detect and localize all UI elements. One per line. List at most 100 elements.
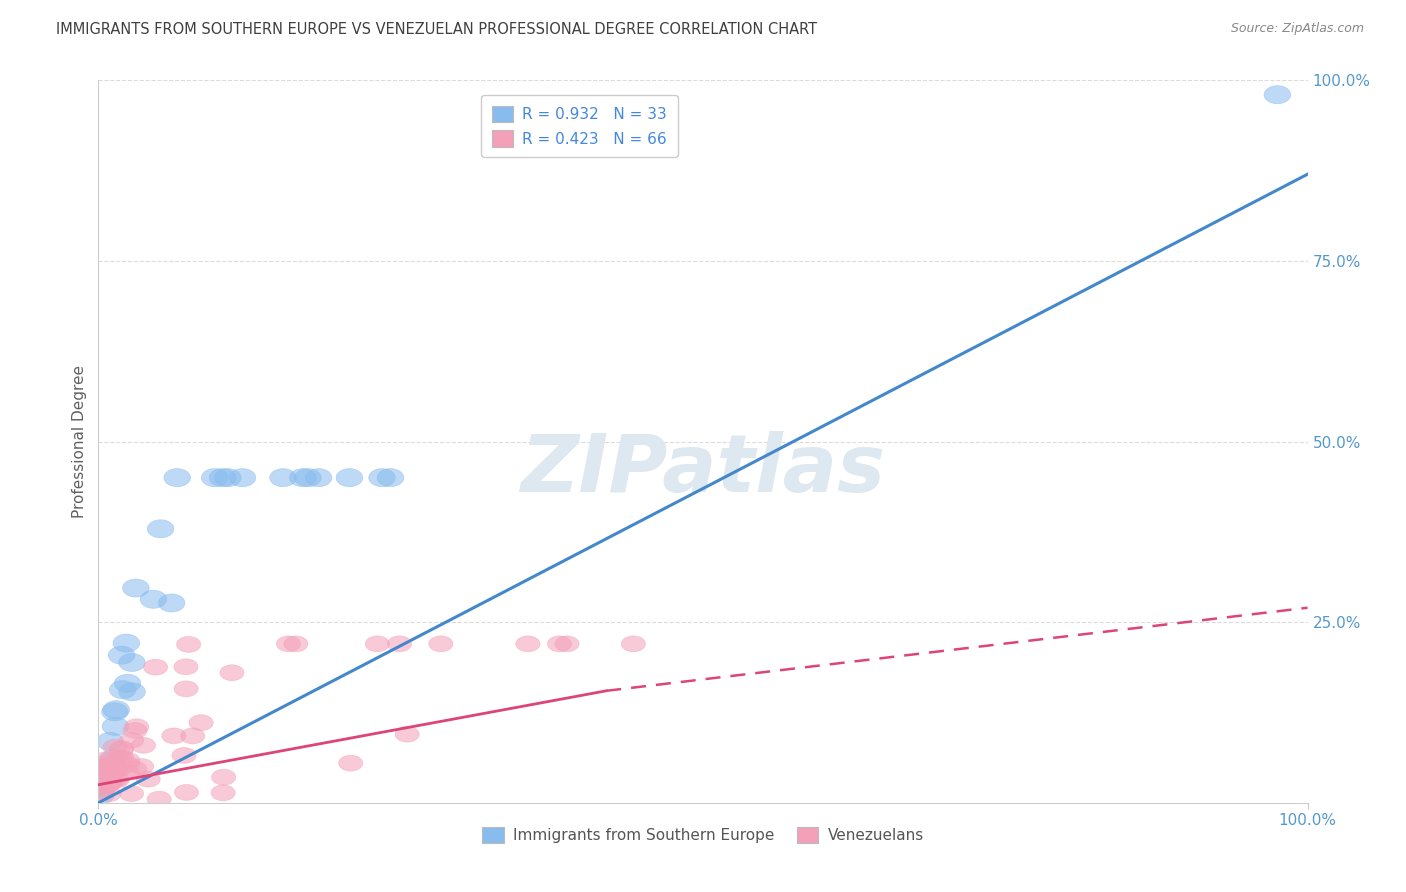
Ellipse shape <box>201 468 228 487</box>
Ellipse shape <box>105 761 129 777</box>
Ellipse shape <box>174 659 198 674</box>
Ellipse shape <box>211 769 236 785</box>
Ellipse shape <box>89 777 115 795</box>
Ellipse shape <box>115 753 141 768</box>
Ellipse shape <box>96 772 120 788</box>
Ellipse shape <box>219 665 245 681</box>
Ellipse shape <box>115 764 139 780</box>
Ellipse shape <box>180 728 205 744</box>
Legend: Immigrants from Southern Europe, Venezuelans: Immigrants from Southern Europe, Venezue… <box>477 821 929 849</box>
Ellipse shape <box>103 700 129 719</box>
Ellipse shape <box>148 520 174 538</box>
Ellipse shape <box>103 717 129 735</box>
Ellipse shape <box>188 714 214 731</box>
Ellipse shape <box>96 754 121 770</box>
Ellipse shape <box>229 468 256 487</box>
Ellipse shape <box>165 468 190 487</box>
Ellipse shape <box>97 775 121 791</box>
Ellipse shape <box>89 773 112 789</box>
Text: Source: ZipAtlas.com: Source: ZipAtlas.com <box>1230 22 1364 36</box>
Ellipse shape <box>395 726 419 742</box>
Ellipse shape <box>115 756 139 772</box>
Ellipse shape <box>97 774 122 790</box>
Ellipse shape <box>120 732 143 748</box>
Ellipse shape <box>120 786 143 802</box>
Ellipse shape <box>122 761 148 777</box>
Ellipse shape <box>366 636 389 652</box>
Ellipse shape <box>101 703 128 721</box>
Ellipse shape <box>209 468 236 487</box>
Ellipse shape <box>93 752 118 768</box>
Ellipse shape <box>143 659 167 675</box>
Ellipse shape <box>211 785 235 801</box>
Ellipse shape <box>90 783 114 799</box>
Ellipse shape <box>118 682 145 701</box>
Ellipse shape <box>100 773 125 789</box>
Ellipse shape <box>98 762 124 778</box>
Ellipse shape <box>89 775 115 793</box>
Ellipse shape <box>103 739 127 756</box>
Ellipse shape <box>91 760 115 776</box>
Ellipse shape <box>104 771 128 787</box>
Ellipse shape <box>547 636 572 652</box>
Ellipse shape <box>93 768 120 786</box>
Ellipse shape <box>87 786 114 805</box>
Ellipse shape <box>339 756 363 771</box>
Ellipse shape <box>125 719 149 735</box>
Ellipse shape <box>110 740 134 756</box>
Ellipse shape <box>108 751 132 767</box>
Ellipse shape <box>336 468 363 487</box>
Ellipse shape <box>93 779 117 795</box>
Y-axis label: Professional Degree: Professional Degree <box>72 365 87 518</box>
Ellipse shape <box>105 772 129 788</box>
Ellipse shape <box>89 779 115 797</box>
Ellipse shape <box>141 591 167 608</box>
Ellipse shape <box>377 468 404 487</box>
Ellipse shape <box>112 634 139 652</box>
Ellipse shape <box>148 791 172 807</box>
Ellipse shape <box>89 764 112 780</box>
Ellipse shape <box>90 761 114 776</box>
Text: IMMIGRANTS FROM SOUTHERN EUROPE VS VENEZUELAN PROFESSIONAL DEGREE CORRELATION CH: IMMIGRANTS FROM SOUTHERN EUROPE VS VENEZ… <box>56 22 817 37</box>
Ellipse shape <box>129 758 153 774</box>
Ellipse shape <box>368 468 395 487</box>
Ellipse shape <box>162 728 186 744</box>
Ellipse shape <box>97 732 124 750</box>
Ellipse shape <box>131 738 156 753</box>
Ellipse shape <box>555 636 579 652</box>
Ellipse shape <box>136 772 160 787</box>
Ellipse shape <box>124 723 148 739</box>
Ellipse shape <box>174 681 198 697</box>
Ellipse shape <box>429 636 453 652</box>
Ellipse shape <box>387 636 412 652</box>
Ellipse shape <box>110 741 134 757</box>
Ellipse shape <box>295 468 321 487</box>
Ellipse shape <box>290 468 316 487</box>
Ellipse shape <box>516 636 540 652</box>
Ellipse shape <box>215 468 242 487</box>
Ellipse shape <box>277 636 301 652</box>
Ellipse shape <box>100 749 127 767</box>
Text: ZIPatlas: ZIPatlas <box>520 432 886 509</box>
Ellipse shape <box>96 757 120 773</box>
Ellipse shape <box>177 637 201 652</box>
Ellipse shape <box>118 654 145 672</box>
Ellipse shape <box>108 646 135 665</box>
Ellipse shape <box>122 579 149 597</box>
Ellipse shape <box>100 764 124 780</box>
Ellipse shape <box>97 786 121 802</box>
Ellipse shape <box>93 764 117 780</box>
Ellipse shape <box>270 468 297 487</box>
Ellipse shape <box>174 784 198 800</box>
Ellipse shape <box>1264 86 1291 103</box>
Ellipse shape <box>110 750 134 765</box>
Ellipse shape <box>284 636 308 652</box>
Ellipse shape <box>97 765 121 781</box>
Ellipse shape <box>96 761 120 777</box>
Ellipse shape <box>305 468 332 487</box>
Ellipse shape <box>89 778 112 793</box>
Ellipse shape <box>114 674 141 692</box>
Ellipse shape <box>100 756 124 772</box>
Ellipse shape <box>91 761 117 777</box>
Ellipse shape <box>172 747 195 764</box>
